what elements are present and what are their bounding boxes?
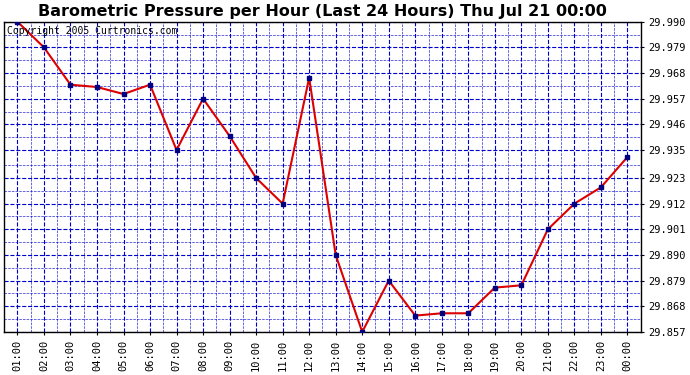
Text: Copyright 2005 Curtronics.com: Copyright 2005 Curtronics.com: [8, 26, 178, 36]
Title: Barometric Pressure per Hour (Last 24 Hours) Thu Jul 21 00:00: Barometric Pressure per Hour (Last 24 Ho…: [38, 4, 607, 19]
